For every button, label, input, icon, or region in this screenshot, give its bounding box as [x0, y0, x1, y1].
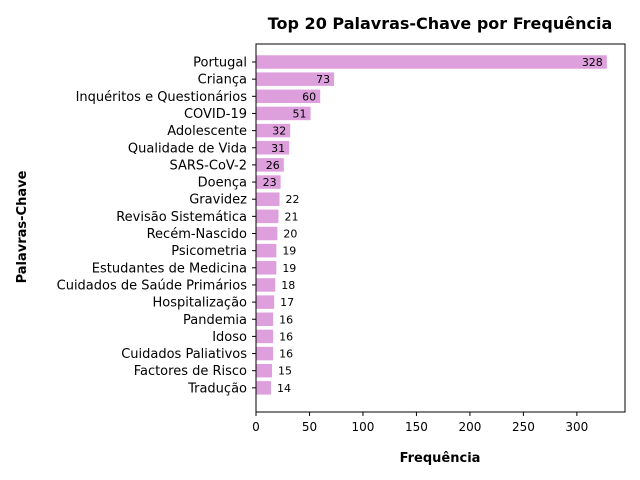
bar-recem-nascido — [256, 226, 278, 241]
bar-portugal — [256, 55, 607, 69]
bar-covid-19 — [256, 106, 311, 121]
category-label-recem-nascido: Recém-Nascido — [147, 227, 247, 242]
data-label-portugal: 328 — [582, 56, 603, 69]
bar-sars-cov-2 — [256, 158, 284, 172]
x-axis-label: Frequência — [400, 451, 481, 466]
bar-pandemia — [256, 312, 274, 326]
bar-cuidados-de-saude-primarios — [256, 278, 276, 292]
data-label-sars-cov-2: 26 — [266, 159, 280, 172]
category-label-estudantes-de-medicina: Estudantes de Medicina — [92, 261, 247, 276]
x-tick-label-300: 300 — [565, 420, 588, 434]
data-label-covid-19: 51 — [293, 107, 307, 120]
data-label-hospitalizacao: 17 — [280, 296, 294, 309]
x-tick-label-250: 250 — [512, 420, 535, 434]
data-label-pandemia: 16 — [279, 313, 293, 326]
category-label-traducao: Tradução — [187, 381, 247, 396]
category-label-cuidados-paliativos: Cuidados Paliativos — [121, 347, 247, 362]
bar-doenca — [256, 175, 281, 189]
category-label-inqueritos-e-questionarios: Inquéritos e Questionários — [76, 90, 248, 105]
bar-traducao — [256, 381, 271, 395]
data-label-gravidez: 22 — [286, 193, 300, 206]
data-label-inqueritos-e-questionarios: 60 — [302, 90, 316, 103]
bar-qualidade-de-vida — [256, 141, 290, 155]
category-label-revisao-sistematica: Revisão Sistemática — [116, 210, 247, 225]
y-axis-label: Palavras-Chave — [15, 170, 30, 283]
category-label-psicometria: Psicometria — [171, 244, 247, 259]
category-label-cuidados-de-saude-primarios: Cuidados de Saúde Primários — [57, 278, 248, 293]
data-label-estudantes-de-medicina: 19 — [282, 262, 296, 275]
category-label-gravidez: Gravidez — [189, 193, 247, 208]
data-label-doenca: 23 — [263, 176, 277, 189]
data-label-crianca: 73 — [316, 73, 330, 86]
bar-gravidez — [256, 192, 280, 206]
category-label-adolescente: Adolescente — [167, 124, 247, 139]
category-labels: Portugal Criança Inquéritos e Questionário… — [57, 56, 248, 397]
data-label-adolescente: 32 — [272, 125, 286, 138]
category-label-sars-cov-2: SARS-CoV-2 — [170, 158, 248, 173]
x-tick-label-100: 100 — [352, 420, 375, 434]
bar-hospitalizacao — [256, 295, 275, 309]
data-label-factores-de-risco: 15 — [278, 365, 292, 378]
bar-psicometria — [256, 243, 277, 258]
bars-group — [256, 55, 607, 395]
x-tick-label-50: 50 — [302, 420, 317, 434]
bar-idoso — [256, 329, 274, 344]
data-label-revisao-sistematica: 21 — [284, 210, 298, 223]
category-label-hospitalizacao: Hospitalização — [152, 296, 247, 311]
chart-title: Top 20 Palavras-Chave por Frequência — [268, 14, 612, 33]
category-label-doenca: Doença — [198, 176, 247, 191]
bar-inqueritos-e-questionarios — [256, 89, 321, 104]
category-label-qualidade-de-vida: Qualidade de Vida — [128, 141, 247, 156]
x-tick-label-0: 0 — [252, 420, 260, 434]
data-label-traducao: 14 — [277, 382, 291, 395]
data-label-psicometria: 19 — [282, 245, 296, 258]
data-label-idoso: 16 — [279, 330, 293, 343]
x-tick-label-150: 150 — [405, 420, 428, 434]
bar-crianca — [256, 72, 335, 86]
x-axis-ticks: 0 50 100 150 200 250 300 — [252, 61, 588, 434]
data-label-cuidados-de-saude-primarios: 18 — [281, 279, 295, 292]
category-label-factores-de-risco: Factores de Risco — [134, 364, 247, 379]
bar-revisao-sistematica — [256, 209, 279, 224]
category-label-covid-19: COVID-19 — [184, 107, 247, 122]
bar-estudantes-de-medicina — [256, 261, 277, 275]
data-label-qualidade-de-vida: 31 — [271, 142, 285, 155]
category-label-idoso: Idoso — [212, 330, 247, 345]
category-label-pandemia: Pandemia — [183, 313, 247, 328]
x-tick-label-200: 200 — [458, 420, 481, 434]
bar-cuidados-paliativos — [256, 346, 274, 361]
bar-adolescente — [256, 123, 291, 138]
data-label-cuidados-paliativos: 16 — [279, 348, 293, 361]
category-label-crianca: Criança — [198, 73, 247, 88]
bar-factores-de-risco — [256, 363, 273, 378]
data-label-recem-nascido: 20 — [283, 228, 297, 241]
category-label-portugal: Portugal — [193, 56, 247, 71]
plot-frame — [255, 43, 626, 413]
